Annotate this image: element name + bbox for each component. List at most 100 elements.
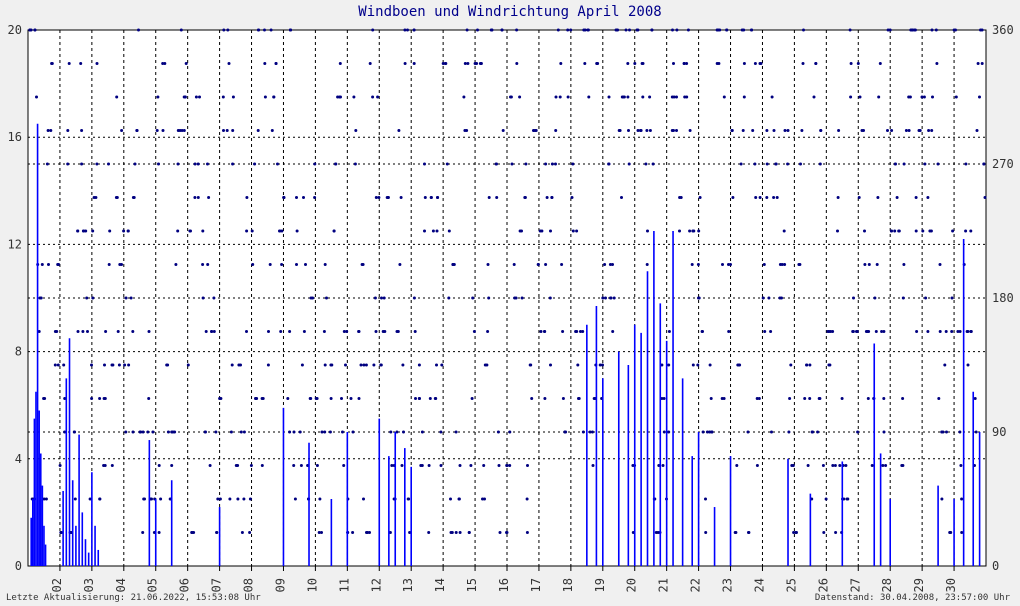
direction-dot xyxy=(716,28,720,32)
direction-dot xyxy=(389,430,393,434)
direction-dot xyxy=(345,330,349,333)
direction-dot xyxy=(651,162,655,166)
direction-dot xyxy=(239,430,243,434)
direction-dot xyxy=(344,363,347,367)
y-left-tick-label: 12 xyxy=(8,237,22,251)
direction-dot xyxy=(229,430,233,434)
direction-dot xyxy=(46,129,50,132)
direction-dot xyxy=(476,28,479,32)
direction-dot xyxy=(454,430,458,434)
chart-title: Windboen und Windrichtung April 2008 xyxy=(358,4,662,20)
direction-dot xyxy=(338,95,341,99)
direction-dot xyxy=(274,62,278,65)
direction-dot xyxy=(518,95,522,99)
direction-dot xyxy=(79,62,83,65)
direction-dot xyxy=(472,330,476,333)
direction-dot xyxy=(648,95,652,99)
direction-dot xyxy=(849,62,853,65)
direction-dot xyxy=(831,464,835,467)
direction-dot xyxy=(371,28,375,32)
direction-dot xyxy=(212,330,216,333)
direction-dot xyxy=(769,330,773,333)
direction-dot xyxy=(33,28,37,32)
direction-dot xyxy=(266,363,270,367)
direction-dot xyxy=(147,330,151,333)
direction-dot xyxy=(611,330,615,333)
direction-dot xyxy=(609,296,612,300)
direction-dot xyxy=(731,196,735,199)
direction-dot xyxy=(67,62,71,65)
direction-dot xyxy=(758,196,762,199)
direction-dot xyxy=(982,162,986,166)
direction-dot xyxy=(808,397,812,400)
direction-dot xyxy=(914,196,918,199)
direction-dot xyxy=(166,430,170,434)
direction-dot xyxy=(880,330,884,333)
direction-dot xyxy=(43,397,47,400)
direction-dot xyxy=(915,330,919,333)
direction-dot xyxy=(341,430,344,434)
direction-dot xyxy=(826,330,830,333)
x-tick-label: 05 xyxy=(146,578,160,592)
direction-dot xyxy=(671,28,674,32)
direction-dot xyxy=(852,296,855,300)
last-update-label: Letzte Aktualisierung: 21.06.2022, 15:53… xyxy=(6,593,261,603)
direction-dot xyxy=(95,162,99,166)
direction-dot xyxy=(137,28,140,32)
direction-dot xyxy=(978,95,981,99)
direction-dot xyxy=(786,162,790,166)
direction-dot xyxy=(86,330,89,333)
direction-dot xyxy=(954,95,958,99)
direction-dot xyxy=(902,263,906,266)
direction-dot xyxy=(98,397,102,400)
direction-dot xyxy=(943,363,947,367)
x-tick-label: 27 xyxy=(848,578,862,592)
direction-dot xyxy=(697,296,701,300)
direction-dot xyxy=(253,162,257,166)
direction-dot xyxy=(607,95,611,99)
direction-dot xyxy=(975,129,979,132)
direction-dot xyxy=(797,263,801,266)
direction-dot xyxy=(39,296,43,300)
direction-dot xyxy=(479,62,483,65)
direction-dot xyxy=(338,62,342,65)
direction-dot xyxy=(59,531,63,534)
direction-dot xyxy=(937,397,941,400)
direction-dot xyxy=(762,263,766,266)
direction-dot xyxy=(672,62,675,65)
direction-dot xyxy=(180,129,184,132)
direction-dot xyxy=(417,363,421,367)
direction-dot xyxy=(309,397,313,400)
direction-dot xyxy=(260,397,264,400)
direction-dot xyxy=(131,196,135,199)
direction-dot xyxy=(269,28,273,32)
direction-dot xyxy=(439,464,443,467)
direction-dot xyxy=(84,229,88,233)
direction-dot xyxy=(320,531,323,534)
direction-dot xyxy=(908,95,912,99)
direction-dot xyxy=(245,330,248,333)
direction-dot xyxy=(855,330,858,333)
direction-dot xyxy=(505,464,509,467)
direction-dot xyxy=(231,95,235,99)
direction-dot xyxy=(458,531,462,534)
direction-dot xyxy=(139,430,143,434)
direction-dot xyxy=(789,363,793,367)
direction-dot xyxy=(35,95,38,99)
direction-dot xyxy=(465,28,469,32)
direction-dot xyxy=(365,531,368,534)
direction-dot xyxy=(126,229,130,233)
direction-dot xyxy=(767,296,771,300)
direction-dot xyxy=(103,363,106,367)
direction-dot xyxy=(846,497,850,501)
direction-dot xyxy=(320,430,324,434)
direction-dot xyxy=(824,497,828,501)
direction-dot xyxy=(270,129,274,132)
direction-dot xyxy=(428,397,432,400)
direction-dot xyxy=(374,330,378,333)
direction-dot xyxy=(770,430,773,434)
direction-dot xyxy=(171,430,175,434)
direction-dot xyxy=(110,464,114,467)
direction-dot xyxy=(63,430,67,434)
